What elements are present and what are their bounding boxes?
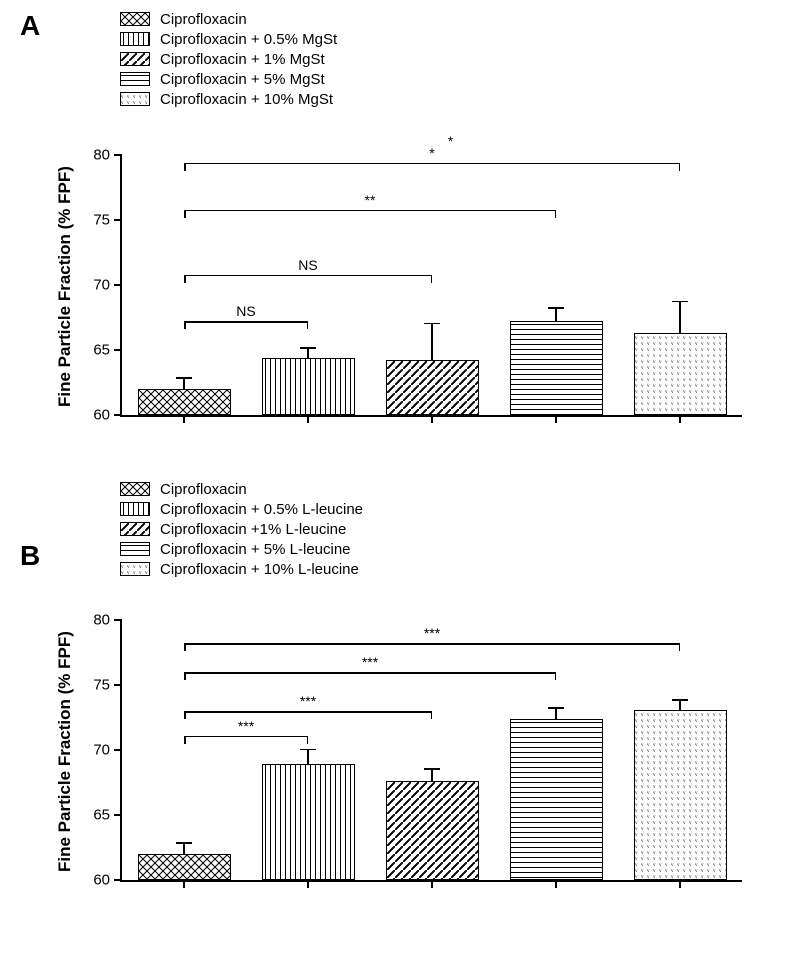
y-tick-label: 70 bbox=[93, 742, 110, 759]
y-tick-label: 60 bbox=[93, 872, 110, 889]
legend-item: Ciprofloxacin +1% L-leucine bbox=[120, 520, 363, 538]
significance-label: ** bbox=[365, 192, 376, 208]
plot-area: 6065707580************ bbox=[120, 620, 742, 882]
significance-label: *** bbox=[424, 625, 440, 641]
significance-label: * bbox=[429, 145, 434, 161]
y-tick-label: 65 bbox=[93, 342, 110, 359]
legend-item: Ciprofloxacin bbox=[120, 10, 337, 28]
legend-swatch-icon bbox=[120, 502, 150, 516]
legend-swatch-icon bbox=[120, 542, 150, 556]
legend-label: Ciprofloxacin bbox=[160, 481, 247, 498]
y-tick-label: 80 bbox=[93, 612, 110, 629]
y-axis-title: Fine Particle Fraction (% FPF) bbox=[55, 166, 75, 407]
legend-item: Ciprofloxacin + 10% MgSt bbox=[120, 90, 337, 108]
legend-item: Ciprofloxacin + 5% MgSt bbox=[120, 70, 337, 88]
y-tick-label: 75 bbox=[93, 677, 110, 694]
legend-B: Ciprofloxacin Ciprofloxacin + 0.5% L-leuc… bbox=[120, 480, 363, 580]
legend-item: Ciprofloxacin bbox=[120, 480, 363, 498]
panel-label-A: A bbox=[20, 10, 40, 42]
legend-swatch-icon bbox=[120, 12, 150, 26]
legend-swatch-icon bbox=[120, 522, 150, 536]
legend-swatch-icon bbox=[120, 92, 150, 106]
bar bbox=[386, 781, 479, 880]
bar bbox=[138, 854, 231, 880]
legend-swatch-icon bbox=[120, 72, 150, 86]
legend-label: Ciprofloxacin + 0.5% L-leucine bbox=[160, 501, 363, 518]
legend-item: Ciprofloxacin + 0.5% L-leucine bbox=[120, 500, 363, 518]
legend-swatch-icon bbox=[120, 482, 150, 496]
significance-label: * bbox=[448, 133, 453, 149]
legend-item: Ciprofloxacin + 10% L-leucine bbox=[120, 560, 363, 578]
y-tick-label: 75 bbox=[93, 212, 110, 229]
y-axis-title: Fine Particle Fraction (% FPF) bbox=[55, 631, 75, 872]
legend-item: Ciprofloxacin + 1% MgSt bbox=[120, 50, 337, 68]
y-tick-label: 65 bbox=[93, 807, 110, 824]
legend-item: Ciprofloxacin + 0.5% MgSt bbox=[120, 30, 337, 48]
legend-label: Ciprofloxacin +1% L-leucine bbox=[160, 521, 346, 538]
significance-label: NS bbox=[298, 257, 317, 273]
panel-label-B: B bbox=[20, 540, 40, 572]
significance-label: *** bbox=[238, 718, 254, 734]
legend-label: Ciprofloxacin + 10% L-leucine bbox=[160, 561, 359, 578]
significance-label: *** bbox=[362, 654, 378, 670]
legend-item: Ciprofloxacin + 5% L-leucine bbox=[120, 540, 363, 558]
bar bbox=[386, 360, 479, 415]
legend-label: Ciprofloxacin bbox=[160, 11, 247, 28]
bar bbox=[262, 358, 355, 415]
legend-swatch-icon bbox=[120, 32, 150, 46]
bar bbox=[138, 389, 231, 415]
bar bbox=[262, 764, 355, 880]
legend-swatch-icon bbox=[120, 562, 150, 576]
y-tick-label: 80 bbox=[93, 147, 110, 164]
legend-label: Ciprofloxacin + 10% MgSt bbox=[160, 91, 333, 108]
bar bbox=[510, 719, 603, 880]
bar bbox=[634, 333, 727, 415]
plot-area: 6065707580NSNS**** bbox=[120, 155, 742, 417]
legend-swatch-icon bbox=[120, 52, 150, 66]
legend-label: Ciprofloxacin + 0.5% MgSt bbox=[160, 31, 337, 48]
y-tick-label: 60 bbox=[93, 407, 110, 424]
bar bbox=[510, 321, 603, 415]
legend-label: Ciprofloxacin + 1% MgSt bbox=[160, 51, 325, 68]
legend-label: Ciprofloxacin + 5% L-leucine bbox=[160, 541, 351, 558]
significance-label: NS bbox=[236, 303, 255, 319]
y-tick-label: 70 bbox=[93, 277, 110, 294]
bar bbox=[634, 710, 727, 880]
significance-label: *** bbox=[300, 693, 316, 709]
legend-label: Ciprofloxacin + 5% MgSt bbox=[160, 71, 325, 88]
legend-A: Ciprofloxacin Ciprofloxacin + 0.5% MgSt Ci… bbox=[120, 10, 337, 110]
